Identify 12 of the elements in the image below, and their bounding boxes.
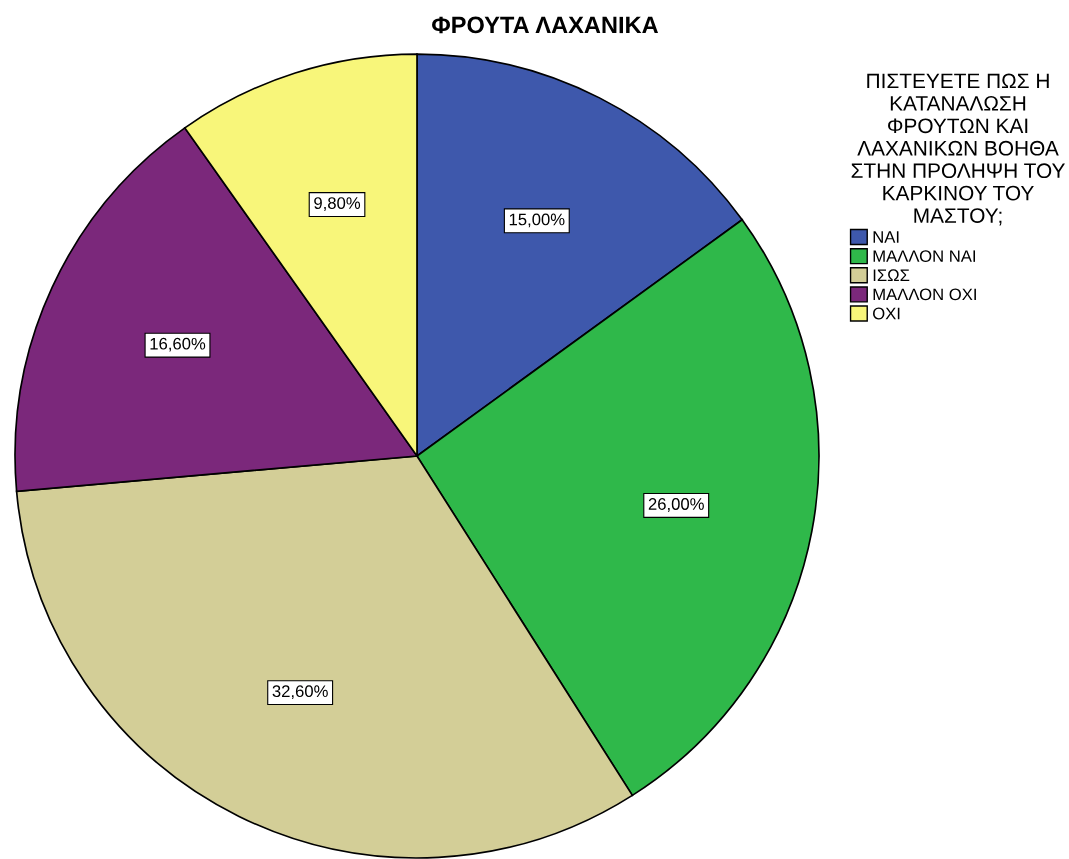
legend-label: ΙΣΩΣ bbox=[873, 269, 910, 281]
legend-label: ΝΑΙ bbox=[873, 231, 899, 243]
legend-label: ΜΑΛΛΟΝ ΟΧΙ bbox=[873, 288, 976, 301]
data-label: 15,00% bbox=[509, 213, 565, 228]
legend-label: ΜΑΛΛΟΝ ΝΑΙ bbox=[873, 250, 976, 263]
data-label: 16,60% bbox=[150, 337, 206, 352]
legend-title: ΠΙΣΤΕΥΕΤΕ ΠΩΣ Η ΚΑΤΑΝΑΛΩΣΗ ΦΡΟΥΤΩΝ ΚΑΙ ΛΑΧΑΝΙΚΩΝ ΒΟΗΘΑ ΣΤΗΝ ΠΡΟΛΗΨΗ ΤΟΥ ΚΑΡΚΙΝΟΥ ΤΟΥ ΜΑΣΤΟΥ; bbox=[851, 73, 1065, 226]
chart-title: ΦΡΟΥΤΑ ΛΑΧΑΝΙΚΑ bbox=[432, 16, 659, 34]
data-label: 32,60% bbox=[272, 685, 328, 700]
data-label: 9,80% bbox=[314, 197, 361, 211]
data-label: 26,00% bbox=[648, 498, 704, 512]
legend-label: ΟΧΙ bbox=[873, 307, 900, 320]
